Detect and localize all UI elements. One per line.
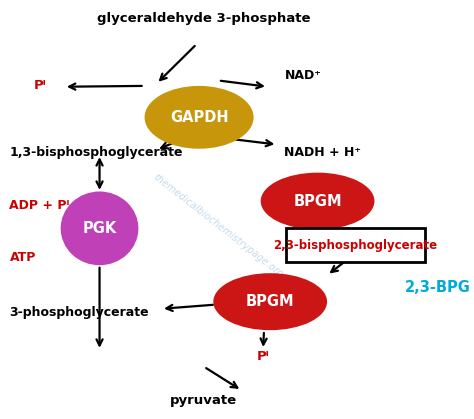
Ellipse shape — [61, 191, 138, 265]
Text: glyceraldehyde 3-phosphate: glyceraldehyde 3-phosphate — [97, 12, 310, 26]
Text: 2,3-bisphosphoglycerate: 2,3-bisphosphoglycerate — [273, 238, 438, 252]
Text: 1,3-bisphosphoglycerate: 1,3-bisphosphoglycerate — [9, 146, 183, 160]
Ellipse shape — [213, 273, 327, 330]
Text: themedicalbiochemistrypage.org: themedicalbiochemistrypage.org — [151, 173, 285, 280]
Text: Pᴵ: Pᴵ — [257, 350, 269, 364]
FancyBboxPatch shape — [286, 228, 425, 262]
Text: pyruvate: pyruvate — [170, 393, 237, 407]
Text: ATP: ATP — [9, 251, 36, 264]
Text: NADH + H⁺: NADH + H⁺ — [284, 146, 361, 160]
Text: PGK: PGK — [82, 221, 117, 236]
Text: ADP + Pᴵ: ADP + Pᴵ — [9, 199, 70, 212]
Text: 3-phosphoglycerate: 3-phosphoglycerate — [9, 305, 149, 319]
Text: 2,3-BPG: 2,3-BPG — [405, 279, 471, 295]
Text: NAD⁺: NAD⁺ — [284, 69, 321, 82]
Text: BPGM: BPGM — [293, 194, 342, 209]
Text: Pᴵ: Pᴵ — [34, 79, 46, 93]
Ellipse shape — [261, 173, 374, 230]
Text: GAPDH: GAPDH — [170, 110, 228, 125]
Text: BPGM: BPGM — [246, 294, 294, 309]
Ellipse shape — [145, 86, 254, 149]
